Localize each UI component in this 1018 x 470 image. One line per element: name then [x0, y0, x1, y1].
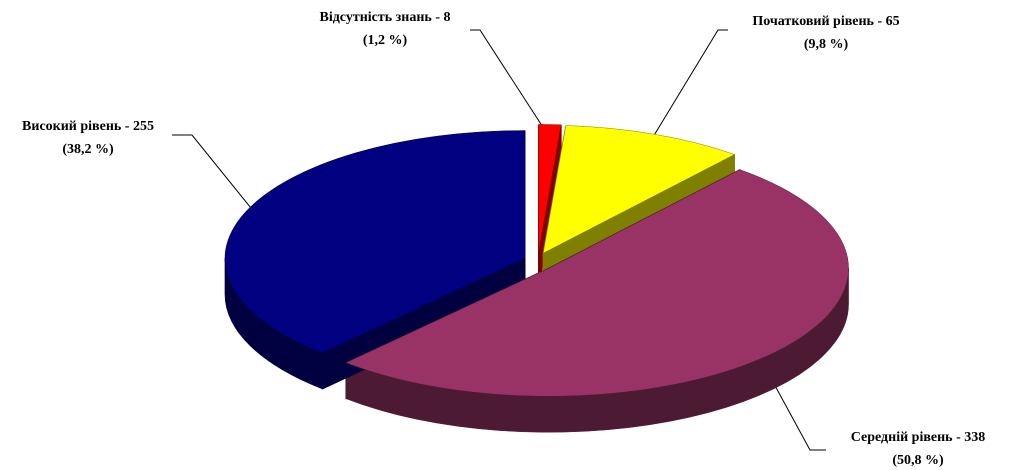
slice	[345, 169, 849, 397]
slice-percent-label: (9,8 %)	[804, 37, 849, 52]
leader-line	[470, 29, 549, 136]
leader-line	[172, 134, 256, 214]
slice-label: Відсутність знань - 8	[320, 10, 451, 25]
slice	[538, 124, 562, 253]
leader-lines	[172, 29, 826, 451]
slice-label: Початковий рівень - 65	[752, 14, 899, 29]
slice-percent-label: (38,2 %)	[62, 142, 114, 157]
slice	[224, 130, 526, 354]
leader-line	[772, 381, 826, 451]
slice-percent-label: (50,8 %)	[892, 453, 944, 468]
pie-tops	[224, 124, 849, 397]
leader-line	[649, 29, 728, 143]
slice-percent-label: (1,2 %)	[363, 33, 408, 48]
slice	[542, 125, 736, 254]
slice-label: Середній рівень - 338	[851, 430, 986, 445]
slice-label: Високий рівень - 255	[22, 119, 154, 134]
